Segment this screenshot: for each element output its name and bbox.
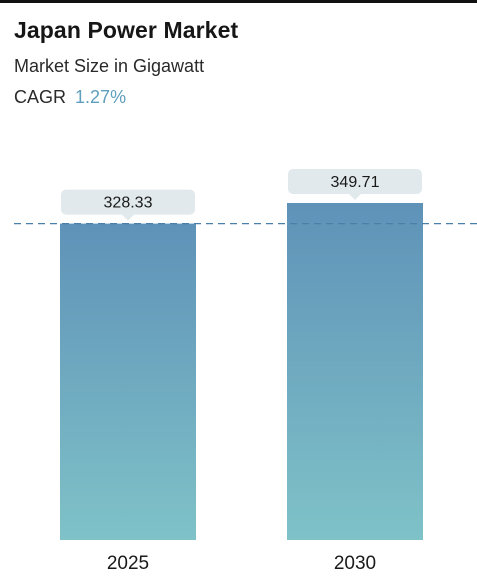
chart-subtitle: Market Size in Gigawatt	[14, 56, 205, 76]
category-label-2025: 2025	[107, 553, 149, 574]
svg-text:349.71: 349.71	[331, 174, 380, 191]
value-label-2030: 349.71	[288, 169, 422, 200]
cagr-label: CAGR	[14, 87, 67, 107]
bar-2030	[287, 203, 423, 540]
bar-2025	[60, 223, 196, 540]
category-label-2030: 2030	[334, 553, 376, 574]
cagr-value: 1.27%	[75, 87, 127, 107]
chart-header: Japan Power Market Market Size in Gigawa…	[14, 17, 238, 108]
svg-text:328.33: 328.33	[104, 195, 153, 212]
chart-title: Japan Power Market	[14, 17, 239, 43]
cagr-line: CAGR 1.27%	[14, 87, 238, 108]
value-label-2025: 328.33	[61, 189, 195, 221]
bar-chart: 328.33 2025 349.71 2030	[14, 169, 477, 574]
